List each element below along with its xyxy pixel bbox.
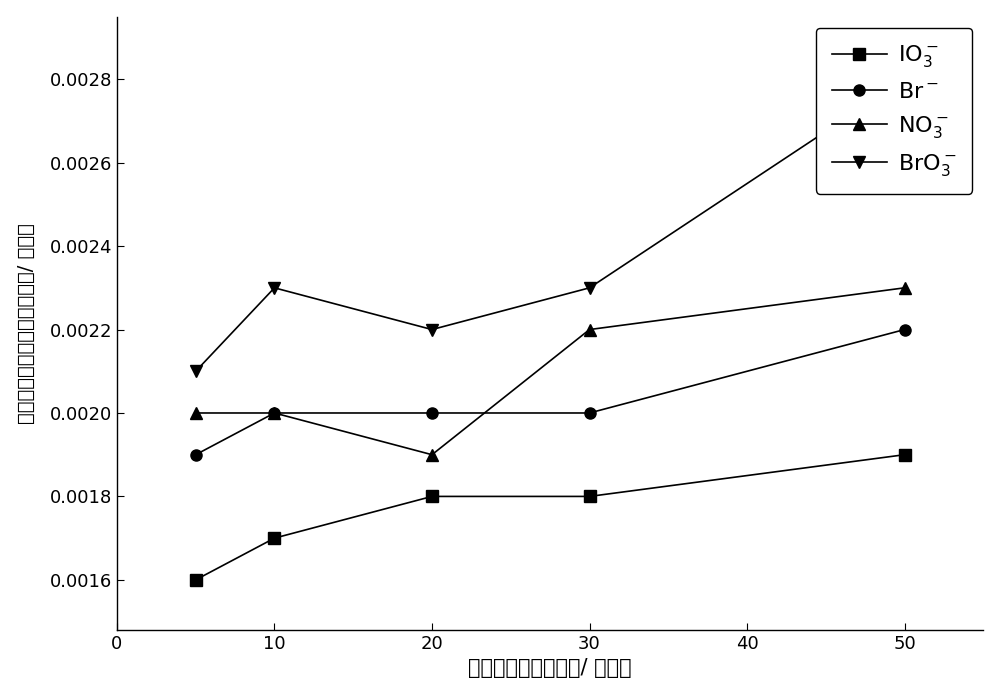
X-axis label: 氢氧化钔淤洗液浓度/ 毫摩尔: 氢氧化钔淤洗液浓度/ 毫摩尔 [468, 658, 632, 678]
Legend: IO$_3^-$, Br$^-$, NO$_3^-$, BrO$_3^-$: IO$_3^-$, Br$^-$, NO$_3^-$, BrO$_3^-$ [816, 28, 972, 193]
Y-axis label: 紫外转换离子的背景渗漏浓度/ 毫摩尔: 紫外转换离子的背景渗漏浓度/ 毫摩尔 [17, 223, 36, 424]
